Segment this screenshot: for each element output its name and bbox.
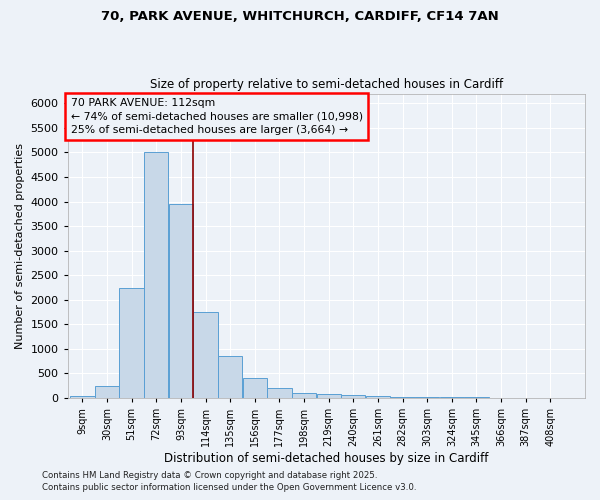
Text: 70 PARK AVENUE: 112sqm
← 74% of semi-detached houses are smaller (10,998)
25% of: 70 PARK AVENUE: 112sqm ← 74% of semi-det… xyxy=(71,98,363,135)
Bar xyxy=(95,386,119,398)
Bar xyxy=(366,396,390,398)
Bar xyxy=(267,388,292,398)
X-axis label: Distribution of semi-detached houses by size in Cardiff: Distribution of semi-detached houses by … xyxy=(164,452,488,465)
Bar xyxy=(70,396,95,398)
Bar xyxy=(169,204,193,398)
Text: 70, PARK AVENUE, WHITCHURCH, CARDIFF, CF14 7AN: 70, PARK AVENUE, WHITCHURCH, CARDIFF, CF… xyxy=(101,10,499,23)
Bar xyxy=(391,396,415,398)
Bar xyxy=(317,394,341,398)
Bar xyxy=(218,356,242,398)
Bar xyxy=(440,397,464,398)
Y-axis label: Number of semi-detached properties: Number of semi-detached properties xyxy=(15,143,25,349)
Bar xyxy=(193,312,218,398)
Title: Size of property relative to semi-detached houses in Cardiff: Size of property relative to semi-detach… xyxy=(150,78,503,91)
Text: Contains HM Land Registry data © Crown copyright and database right 2025.
Contai: Contains HM Land Registry data © Crown c… xyxy=(42,471,416,492)
Bar xyxy=(119,288,144,398)
Bar xyxy=(415,397,439,398)
Bar xyxy=(242,378,267,398)
Bar xyxy=(292,393,316,398)
Bar xyxy=(144,152,169,398)
Bar xyxy=(341,395,365,398)
